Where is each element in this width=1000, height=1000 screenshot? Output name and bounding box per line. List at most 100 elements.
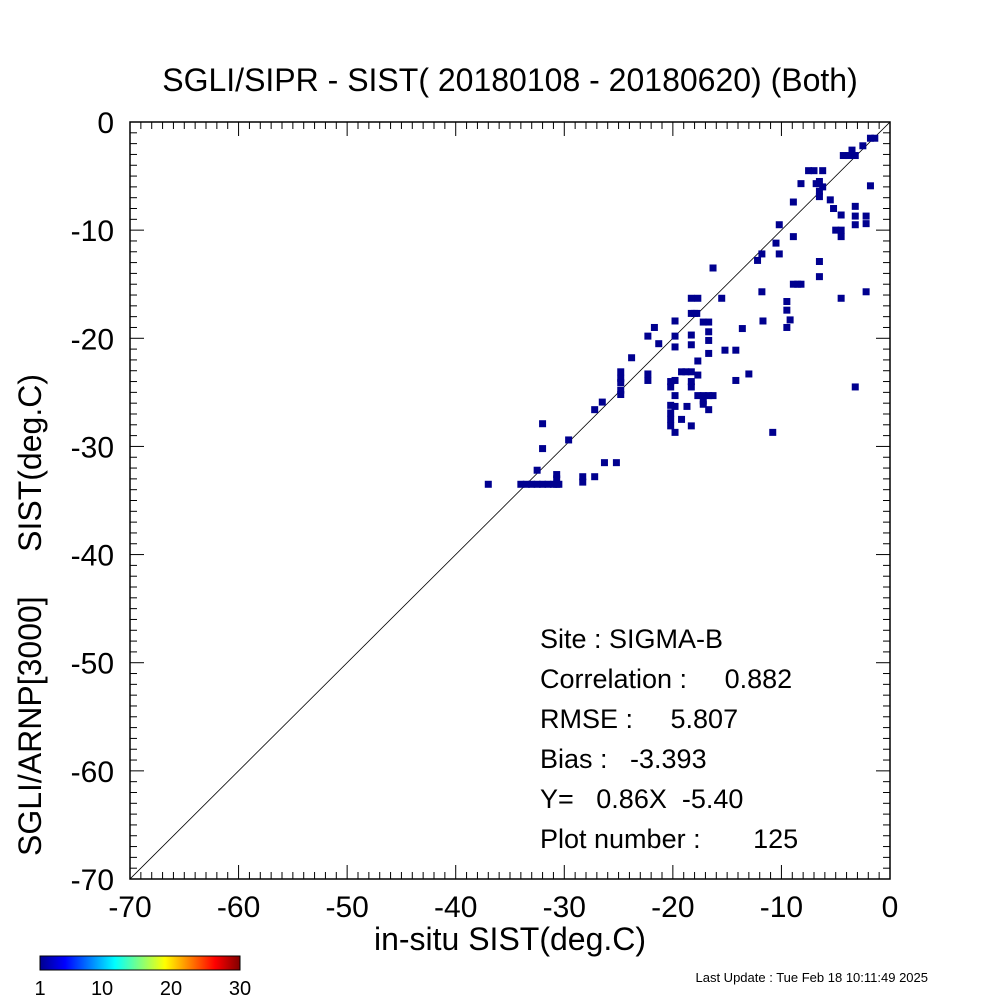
data-point	[667, 422, 675, 430]
data-point	[671, 343, 679, 351]
y-tick-label: -40	[71, 540, 114, 573]
data-point	[671, 376, 679, 384]
data-point	[687, 341, 695, 349]
data-point	[815, 258, 823, 266]
data-point	[553, 475, 561, 483]
data-point	[533, 480, 541, 488]
data-point	[644, 376, 652, 384]
data-point	[810, 167, 818, 175]
data-point	[484, 480, 492, 488]
x-tick-label: -40	[434, 891, 477, 924]
data-point	[758, 250, 766, 258]
data-point	[671, 392, 679, 400]
stats-box: Site : SIGMA-B Correlation : 0.882 RMSE …	[540, 624, 798, 854]
data-point	[528, 480, 536, 488]
data-point	[539, 420, 547, 428]
x-tick-label: -50	[325, 891, 368, 924]
data-point	[678, 415, 686, 423]
data-point	[671, 332, 679, 340]
data-point	[553, 471, 561, 479]
colorbar-label: 10	[91, 978, 113, 1000]
data-point	[655, 340, 663, 348]
data-point	[617, 379, 625, 387]
data-point	[797, 180, 805, 188]
data-point	[705, 406, 713, 414]
data-point	[517, 480, 525, 488]
data-point	[837, 233, 845, 241]
data-point	[830, 205, 838, 213]
data-point	[699, 392, 707, 400]
axis-ticks	[129, 121, 891, 880]
data-point	[815, 193, 823, 201]
data-point	[667, 378, 675, 386]
data-point	[671, 402, 679, 410]
data-point	[851, 221, 859, 229]
data-point	[682, 368, 690, 376]
data-point	[667, 409, 675, 417]
data-point	[848, 146, 856, 154]
data-point	[775, 221, 783, 229]
y-tick-label: -50	[71, 648, 114, 681]
data-point	[687, 368, 695, 376]
data-point	[837, 226, 845, 234]
data-point	[789, 233, 797, 241]
data-point	[694, 294, 702, 302]
data-point	[815, 273, 823, 281]
data-point	[851, 202, 859, 210]
data-point	[775, 250, 783, 258]
x-tick-label: -70	[108, 891, 151, 924]
data-point	[694, 357, 702, 365]
data-point	[671, 317, 679, 325]
data-point	[644, 370, 652, 378]
stat-rmse: RMSE : 5.807	[540, 704, 738, 734]
data-point	[644, 332, 652, 340]
data-point	[612, 459, 620, 467]
stat-plot-number: Plot number : 125	[540, 824, 798, 854]
data-point	[862, 288, 870, 296]
stat-regression: Y= 0.86X -5.40	[540, 784, 743, 814]
data-point	[600, 459, 608, 467]
data-point	[598, 398, 606, 406]
data-point	[705, 328, 713, 336]
data-point	[705, 392, 713, 400]
data-point	[667, 383, 675, 391]
data-point	[732, 376, 740, 384]
colorbar-label: 30	[229, 978, 251, 1000]
data-points	[484, 134, 879, 488]
data-point	[667, 415, 675, 423]
data-point	[789, 198, 797, 206]
data-point	[687, 331, 695, 339]
data-point	[851, 152, 859, 160]
data-point	[721, 346, 729, 354]
data-point	[837, 211, 845, 219]
data-point	[693, 309, 701, 317]
data-point	[866, 182, 874, 190]
data-point	[783, 323, 791, 331]
data-point	[709, 264, 717, 272]
x-axis-label: in-situ SIST(deg.C)	[374, 921, 646, 957]
data-point	[783, 298, 791, 306]
data-point	[617, 391, 625, 399]
data-point	[758, 288, 766, 296]
data-point	[738, 325, 746, 333]
data-point	[678, 368, 686, 376]
data-point	[617, 374, 625, 382]
y-tick-label: 0	[97, 107, 114, 140]
data-point	[591, 473, 599, 481]
data-point	[862, 212, 870, 220]
data-point	[699, 318, 707, 326]
colorbar-labels: 1 10 20 30	[34, 978, 251, 1000]
data-point	[832, 226, 840, 234]
data-point	[819, 183, 827, 191]
data-point	[837, 294, 845, 302]
data-point	[797, 280, 805, 288]
data-point	[815, 187, 823, 195]
x-tick-labels: -70 -60 -50 -40 -30 -20 -10 0	[108, 891, 898, 924]
stat-bias: Bias : -3.393	[540, 744, 707, 774]
one-to-one-line	[130, 122, 890, 879]
stat-site: Site : SIGMA-B	[540, 624, 723, 654]
x-tick-label: -20	[651, 891, 694, 924]
data-point	[667, 401, 675, 409]
data-point	[789, 280, 797, 288]
